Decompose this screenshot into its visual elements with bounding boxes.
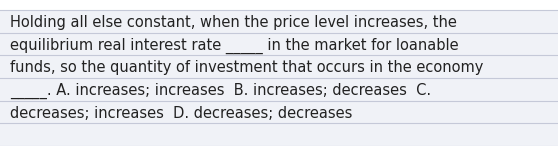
Bar — [0, 0, 558, 10]
Text: _____. A. increases; increases  B. increases; decreases  C.: _____. A. increases; increases B. increa… — [10, 83, 431, 99]
Text: Holding all else constant, when the price level increases, the: Holding all else constant, when the pric… — [10, 15, 457, 30]
Text: decreases; increases  D. decreases; decreases: decreases; increases D. decreases; decre… — [10, 106, 352, 121]
Text: funds, so the quantity of investment that occurs in the economy: funds, so the quantity of investment tha… — [10, 60, 483, 75]
Text: equilibrium real interest rate _____ in the market for loanable: equilibrium real interest rate _____ in … — [10, 38, 459, 54]
